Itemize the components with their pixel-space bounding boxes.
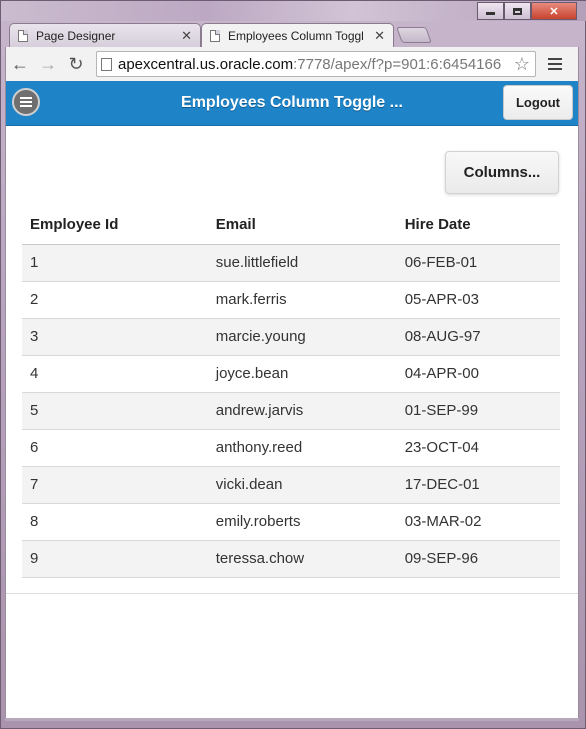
cell-employee-id: 3 — [22, 318, 208, 356]
reload-icon: ↻ — [68, 53, 84, 74]
cell-hire-date: 23-OCT-04 — [396, 429, 560, 467]
close-window-button[interactable]: ✕ — [531, 2, 577, 20]
maximize-icon — [513, 7, 522, 15]
address-bar[interactable]: apexcentral.us.oracle.com:7778/apex/f?p=… — [96, 51, 536, 77]
cell-email: emily.roberts — [207, 503, 397, 541]
minimize-icon — [486, 12, 495, 15]
cell-hire-date: 17-DEC-01 — [396, 466, 560, 504]
window-bottom-border — [5, 718, 579, 721]
cell-employee-id: 1 — [22, 244, 208, 282]
hamburger-icon — [20, 97, 32, 99]
cell-employee-id: 4 — [22, 355, 208, 393]
tab-close-icon[interactable]: ✕ — [374, 27, 385, 43]
tab-employees-column-toggle[interactable]: Employees Column Toggl ✕ — [201, 23, 394, 47]
forward-button[interactable]: → — [34, 50, 62, 78]
cell-hire-date: 03-MAR-02 — [396, 503, 560, 541]
new-tab-button[interactable] — [396, 27, 432, 43]
cell-email: joyce.bean — [207, 355, 397, 393]
cell-hire-date: 01-SEP-99 — [396, 392, 560, 430]
window-titlebar — [1, 1, 586, 21]
logout-button[interactable]: Logout — [503, 85, 573, 120]
hamburger-icon-bar — [20, 105, 32, 107]
cell-email: marcie.young — [207, 318, 397, 356]
tab-label: Employees Column Toggl — [228, 28, 364, 43]
back-arrow-icon: ← — [11, 53, 29, 74]
cell-employee-id: 2 — [22, 281, 208, 319]
table-row: 8 emily.roberts 03-MAR-02 — [22, 503, 560, 541]
menu-icon-bar — [548, 68, 562, 70]
close-icon: ✕ — [549, 5, 559, 18]
table-row: 7 vicki.dean 17-DEC-01 — [22, 466, 560, 504]
cell-email: teressa.chow — [207, 540, 397, 578]
reload-button[interactable]: ↻ — [62, 50, 90, 78]
browser-menu-button[interactable] — [544, 53, 566, 75]
navigation-menu-button[interactable] — [12, 88, 40, 116]
table-row: 4 joyce.bean 04-APR-00 — [22, 355, 560, 393]
cell-email: sue.littlefield — [207, 244, 397, 282]
menu-icon — [548, 58, 562, 60]
url-host: apexcentral.us.oracle.com — [118, 55, 294, 73]
app-header: Employees Column Toggle ... Logout — [6, 81, 578, 126]
cell-email: andrew.jarvis — [207, 392, 397, 430]
minimize-button[interactable] — [477, 2, 504, 20]
page-title: Employees Column Toggle ... — [181, 94, 403, 111]
column-header-hire-date[interactable]: Hire Date — [396, 206, 560, 245]
url-path: :7778/apex/f?p=901:6:6454166 — [293, 55, 502, 73]
cell-hire-date: 08-AUG-97 — [396, 318, 560, 356]
page-icon — [210, 29, 220, 42]
table-row: 1 sue.littlefield 06-FEB-01 — [22, 244, 560, 282]
cell-employee-id: 6 — [22, 429, 208, 467]
cell-hire-date: 05-APR-03 — [396, 281, 560, 319]
cell-employee-id: 9 — [22, 540, 208, 578]
table-header-row: Employee Id Email Hire Date — [22, 206, 560, 245]
back-button[interactable]: ← — [6, 50, 34, 78]
cell-employee-id: 5 — [22, 392, 208, 430]
cell-email: anthony.reed — [207, 429, 397, 467]
cell-hire-date: 09-SEP-96 — [396, 540, 560, 578]
tab-strip: Page Designer ✕ Employees Column Toggl ✕ — [1, 21, 586, 47]
page-viewport: Employees Column Toggle ... Logout Colum… — [5, 81, 579, 719]
window-controls: ✕ — [477, 2, 577, 20]
cell-hire-date: 04-APR-00 — [396, 355, 560, 393]
maximize-button[interactable] — [504, 2, 531, 20]
cell-employee-id: 8 — [22, 503, 208, 541]
content-divider — [6, 593, 578, 594]
cell-hire-date: 06-FEB-01 — [396, 244, 560, 282]
column-header-email[interactable]: Email — [207, 206, 397, 245]
table-row: 2 mark.ferris 05-APR-03 — [22, 281, 560, 319]
cell-email: mark.ferris — [207, 281, 397, 319]
employees-table: Employee Id Email Hire Date 1 sue.little… — [22, 206, 560, 578]
tab-label: Page Designer — [36, 28, 116, 43]
columns-button[interactable]: Columns... — [445, 151, 559, 194]
browser-toolbar: ← → ↻ apexcentral.us.oracle.com:7778/ape… — [5, 47, 579, 81]
tab-close-icon[interactable]: ✕ — [181, 27, 192, 43]
page-icon — [18, 29, 28, 42]
forward-arrow-icon: → — [39, 53, 57, 74]
table-row: 6 anthony.reed 23-OCT-04 — [22, 429, 560, 467]
table-row: 9 teressa.chow 09-SEP-96 — [22, 540, 560, 578]
column-header-employee-id[interactable]: Employee Id — [22, 206, 208, 245]
menu-icon-bar — [548, 63, 562, 65]
hamburger-icon-bar — [20, 101, 32, 103]
page-icon — [101, 57, 112, 71]
bookmark-star-icon[interactable]: ☆ — [511, 52, 533, 76]
table-row: 5 andrew.jarvis 01-SEP-99 — [22, 392, 560, 430]
cell-email: vicki.dean — [207, 466, 397, 504]
table-row: 3 marcie.young 08-AUG-97 — [22, 318, 560, 356]
tab-page-designer[interactable]: Page Designer ✕ — [9, 23, 201, 47]
cell-employee-id: 7 — [22, 466, 208, 504]
